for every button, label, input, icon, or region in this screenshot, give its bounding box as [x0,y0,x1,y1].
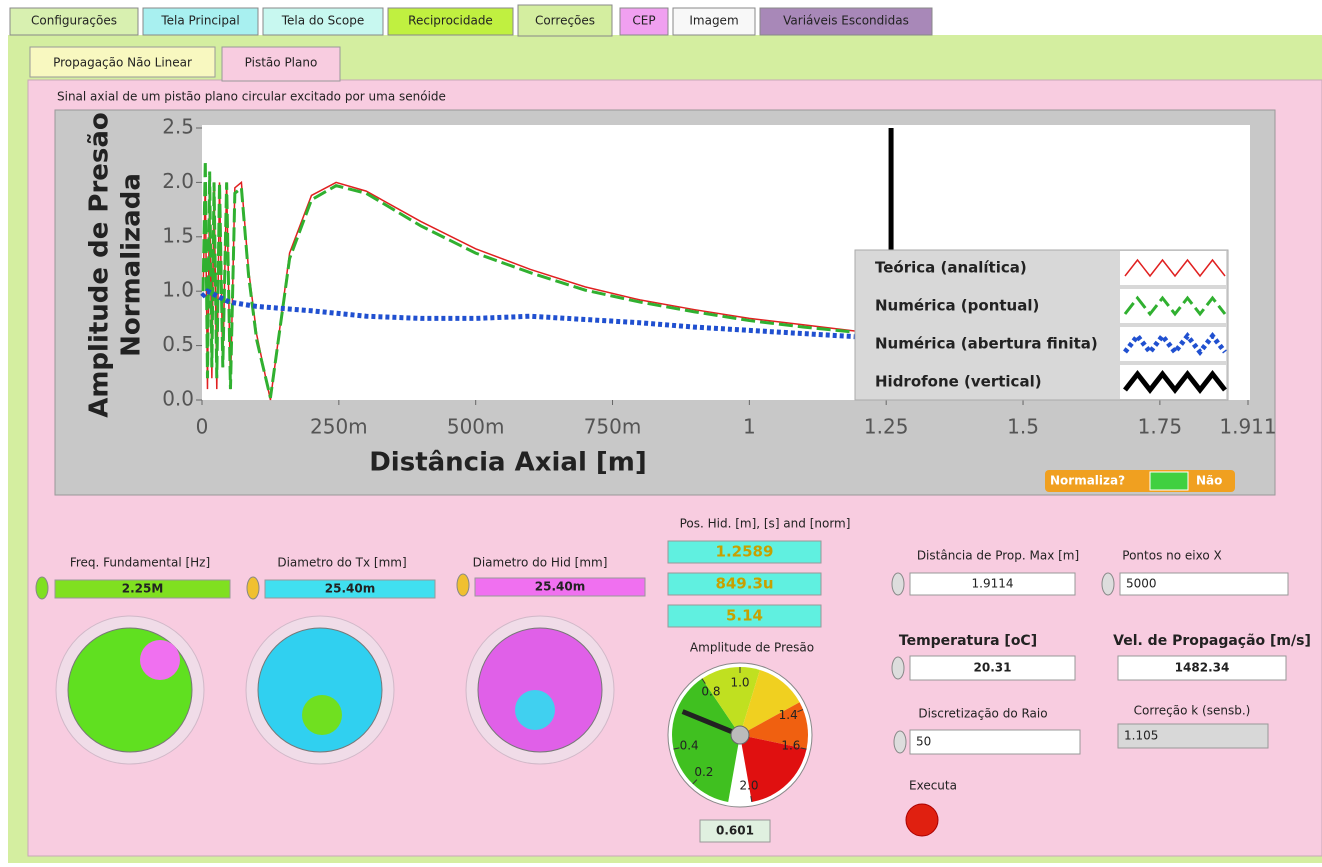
knob-indicator [140,640,180,680]
tab-label[interactable]: Correções [535,14,595,28]
x-tick-label: 750m [584,415,642,439]
y-tick-label: 0.5 [162,332,194,356]
graph-caption: Sinal axial de um pistão plano circular … [57,90,446,104]
knob-indicator [302,695,342,735]
control-label: Amplitude de Presão [690,641,814,655]
field-value[interactable]: 5.14 [726,607,763,625]
field-value[interactable]: 50 [916,735,931,749]
field-value[interactable]: 1.105 [1124,729,1158,743]
legend-label: Hidrofone (vertical) [875,373,1042,391]
x-tick-label: 1.25 [864,415,909,439]
gauge-tick-label: 1.0 [730,676,749,690]
legend-label: Numérica (abertura finita) [875,335,1098,353]
control-label: Temperatura [oC] [899,633,1037,649]
control-label: Discretização do Raio [918,707,1047,721]
tab-label[interactable]: Variáveis Escondidas [783,14,909,28]
x-tick-label: 1.75 [1138,415,1183,439]
spin-button[interactable] [892,657,904,679]
spin-button[interactable] [892,573,904,595]
gauge-value: 0.601 [716,824,754,838]
y-tick-label: 2.5 [162,115,194,139]
subtab-label[interactable]: Pistão Plano [245,56,318,70]
spin-button[interactable] [247,577,259,599]
tab-label[interactable]: CEP [632,14,655,28]
control-label: Distância de Prop. Max [m] [917,549,1079,563]
control-label: Executa [909,779,957,793]
switch[interactable] [1150,472,1188,490]
gauge-tick-label: 0.8 [701,684,720,698]
legend-swatch-bg [1120,251,1226,285]
y-tick-label: 2.0 [162,169,194,193]
control-label: Diametro do Tx [mm] [277,556,406,570]
gauge-tick-label: 2.0 [739,779,758,793]
y-tick-label: 1.5 [162,223,194,247]
control-label: Pontos no eixo X [1122,549,1221,563]
field-value[interactable]: 1.9114 [972,577,1014,591]
tab-label[interactable]: Tela Principal [160,14,239,28]
legend-label: Numérica (pontual) [875,297,1039,315]
x-tick-label: 0 [196,415,209,439]
tab-label[interactable]: Reciprocidade [408,14,493,28]
gauge-hub [731,726,749,744]
legend-label: Teórica (analítica) [875,259,1027,277]
field-value[interactable]: 5000 [1126,577,1157,591]
tab-label[interactable]: Imagem [689,14,738,28]
gauge-tick-label: 0.4 [680,738,699,752]
control-label: Freq. Fundamental [Hz] [70,556,210,570]
normalize-label[interactable]: Normaliza? [1050,474,1125,488]
x-tick-label: 1 [743,415,756,439]
tab-label[interactable]: Tela do Scope [281,14,365,28]
gauge-tick-label: 0.2 [694,765,713,779]
control-label: Correção k (sensb.) [1134,704,1251,718]
spin-button[interactable] [894,731,906,753]
labview-panel: Sinal axial de um pistão plano circular … [0,0,1322,863]
field-value[interactable]: 2.25M [122,582,164,596]
field-value[interactable]: 1.2589 [716,543,774,561]
y-tick-label: 0.0 [162,387,194,411]
y-axis-label: Normalizada [117,173,147,357]
x-axis-label: Distância Axial [m] [369,448,647,478]
control-label: Diametro do Hid [mm] [473,556,608,570]
y-tick-label: 1.0 [162,278,194,302]
field-value[interactable]: 25.40m [535,580,585,594]
knob[interactable] [478,628,602,752]
tab-label[interactable]: Configurações [31,14,117,28]
spin-button[interactable] [457,574,469,596]
spin-button[interactable] [36,577,48,599]
spin-button[interactable] [1102,573,1114,595]
x-tick-label: 250m [310,415,368,439]
execute-button[interactable] [906,804,938,836]
field-value[interactable]: 20.31 [974,661,1012,675]
legend-swatch-bg [1120,289,1226,323]
control-label: Vel. de Propagação [m/s] [1113,633,1311,649]
field[interactable] [910,730,1080,754]
x-tick-label: 1.5 [1007,415,1039,439]
x-tick-label: 500m [447,415,505,439]
field-value[interactable]: 849.3u [715,575,773,593]
knob-indicator [515,690,555,730]
gauge-tick-label: 1.6 [781,738,800,752]
field-value[interactable]: 1482.34 [1175,661,1230,675]
field-value[interactable]: 25.40m [325,582,375,596]
normalize-state[interactable]: Não [1196,474,1222,488]
legend-swatch-bg [1120,365,1226,399]
x-tick-label: 1.911 [1219,415,1276,439]
gauge-tick-label: 1.4 [779,708,798,722]
subtab-label[interactable]: Propagação Não Linear [53,56,192,70]
legend-swatch-bg [1120,327,1226,361]
y-axis-label: Amplitude de Presão [85,112,115,418]
control-label: Pos. Hid. [m], [s] and [norm] [680,517,851,531]
